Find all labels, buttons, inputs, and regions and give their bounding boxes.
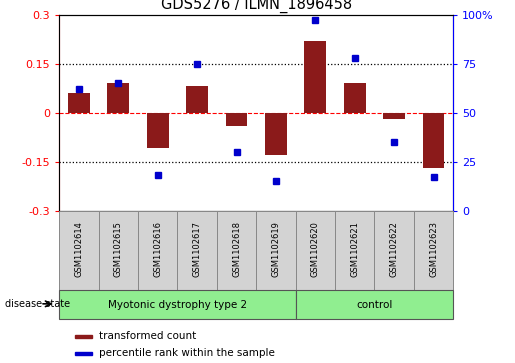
Text: Myotonic dystrophy type 2: Myotonic dystrophy type 2 [108,300,247,310]
Bar [59,290,296,319]
Text: disease state: disease state [5,299,70,309]
Bar [75,335,92,338]
Text: GSM1102623: GSM1102623 [429,221,438,277]
Text: GSM1102621: GSM1102621 [350,221,359,277]
Bar [335,211,374,290]
Bar [138,211,177,290]
Text: GSM1102614: GSM1102614 [75,221,83,277]
Text: GSM1102615: GSM1102615 [114,221,123,277]
Text: GSM1102622: GSM1102622 [390,221,399,277]
Bar [304,41,326,113]
Bar [186,86,208,113]
Bar [75,352,92,355]
Text: percentile rank within the sample: percentile rank within the sample [99,348,274,358]
Bar [108,83,129,113]
Text: GSM1102619: GSM1102619 [271,221,280,277]
Bar [296,211,335,290]
Bar [265,113,287,155]
Bar [217,211,256,290]
Bar [59,211,99,290]
Text: GSM1102618: GSM1102618 [232,221,241,277]
Title: GDS5276 / ILMN_1896458: GDS5276 / ILMN_1896458 [161,0,352,13]
Bar [414,211,453,290]
Text: GSM1102616: GSM1102616 [153,221,162,277]
Bar [344,83,366,113]
Bar [423,113,444,168]
Bar [296,290,453,319]
Bar [147,113,168,148]
Bar [374,211,414,290]
Bar [383,113,405,119]
Bar [68,93,90,113]
Text: GSM1102620: GSM1102620 [311,221,320,277]
Bar [99,211,138,290]
Text: transformed count: transformed count [99,331,196,341]
Bar [256,211,296,290]
Text: GSM1102617: GSM1102617 [193,221,201,277]
Bar [226,113,247,126]
Text: control: control [356,300,392,310]
Bar [177,211,217,290]
